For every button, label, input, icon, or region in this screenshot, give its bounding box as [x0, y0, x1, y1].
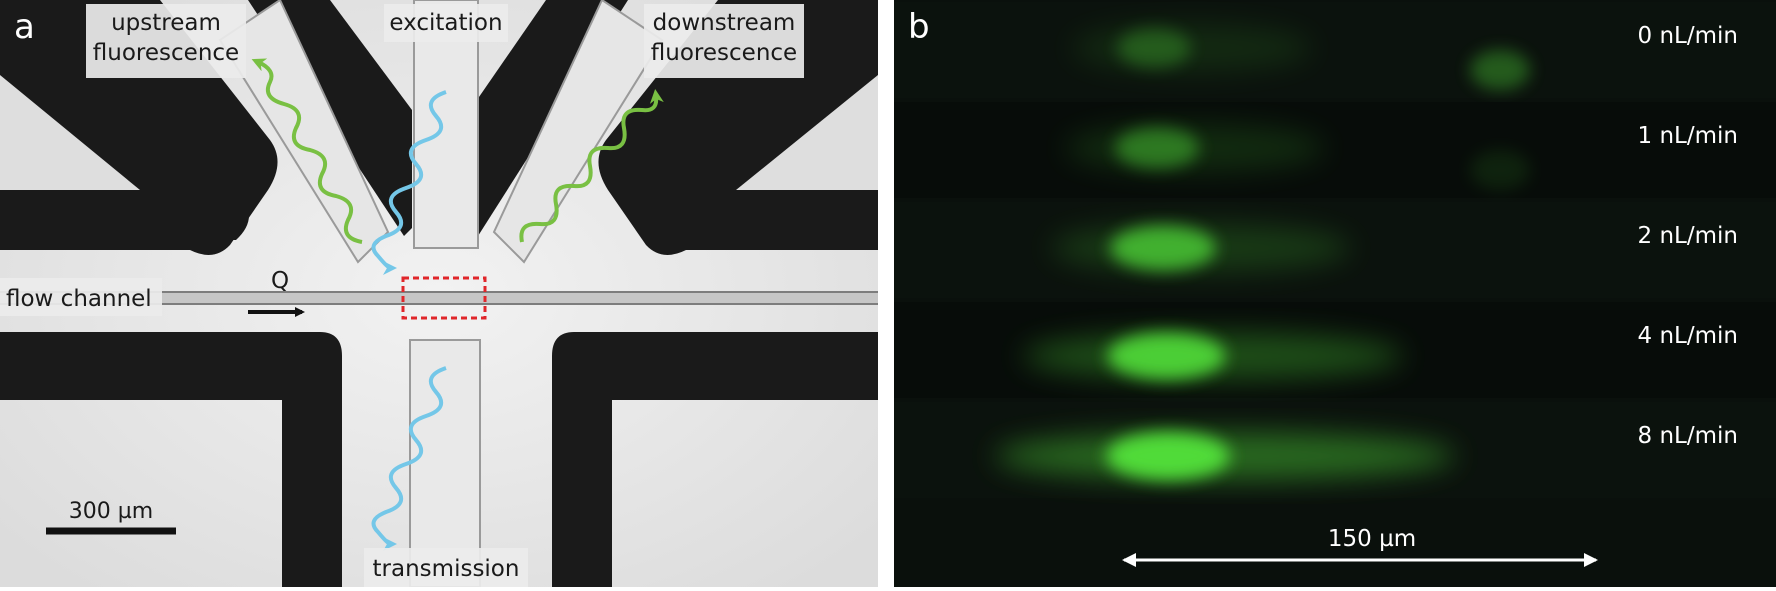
upstream-label-line1: upstream — [111, 10, 221, 36]
upstream-fluorescence-wave — [251, 58, 363, 244]
flow-rate-label: 1 nL/min — [1638, 123, 1738, 149]
scale-bar-a-label: 300 µm — [69, 499, 153, 524]
fluorescence-strip — [894, 102, 1776, 198]
flow-rate-label: 0 nL/min — [1638, 23, 1738, 49]
panel-a-letter: a — [14, 7, 35, 47]
downstream-channel — [492, 0, 664, 264]
panel-b-letter: b — [908, 7, 930, 47]
excitation-wave — [371, 90, 447, 275]
fluorescence-strip — [894, 302, 1776, 398]
fluorescence-strip — [894, 2, 1776, 98]
upstream-label-line2: fluorescence — [93, 40, 239, 66]
downstream-fluorescence-wave — [519, 89, 664, 243]
transmission-wave — [371, 366, 447, 551]
flow-rate-label: 8 nL/min — [1638, 423, 1738, 449]
excitation-label: excitation — [389, 10, 502, 36]
roi-box — [401, 276, 487, 320]
flow-symbol-label: Q — [271, 268, 289, 294]
downstream-label-line2: fluorescence — [651, 40, 797, 66]
transmission-label: transmission — [373, 556, 520, 582]
flow-rate-label: 2 nL/min — [1638, 223, 1738, 249]
fluorescence-strip — [894, 402, 1776, 498]
downstream-label-line1: downstream — [653, 10, 796, 36]
flow-rate-label: 4 nL/min — [1638, 323, 1738, 349]
panel-a-micrograph — [0, 0, 878, 587]
transmission-channel — [409, 339, 481, 587]
scale-bar-b-label: 150 µm — [1328, 526, 1416, 552]
flow-channel-label: flow channel — [6, 286, 152, 312]
panel-b-fluorescence-images — [894, 0, 1776, 587]
fluorescence-strip — [894, 202, 1776, 298]
